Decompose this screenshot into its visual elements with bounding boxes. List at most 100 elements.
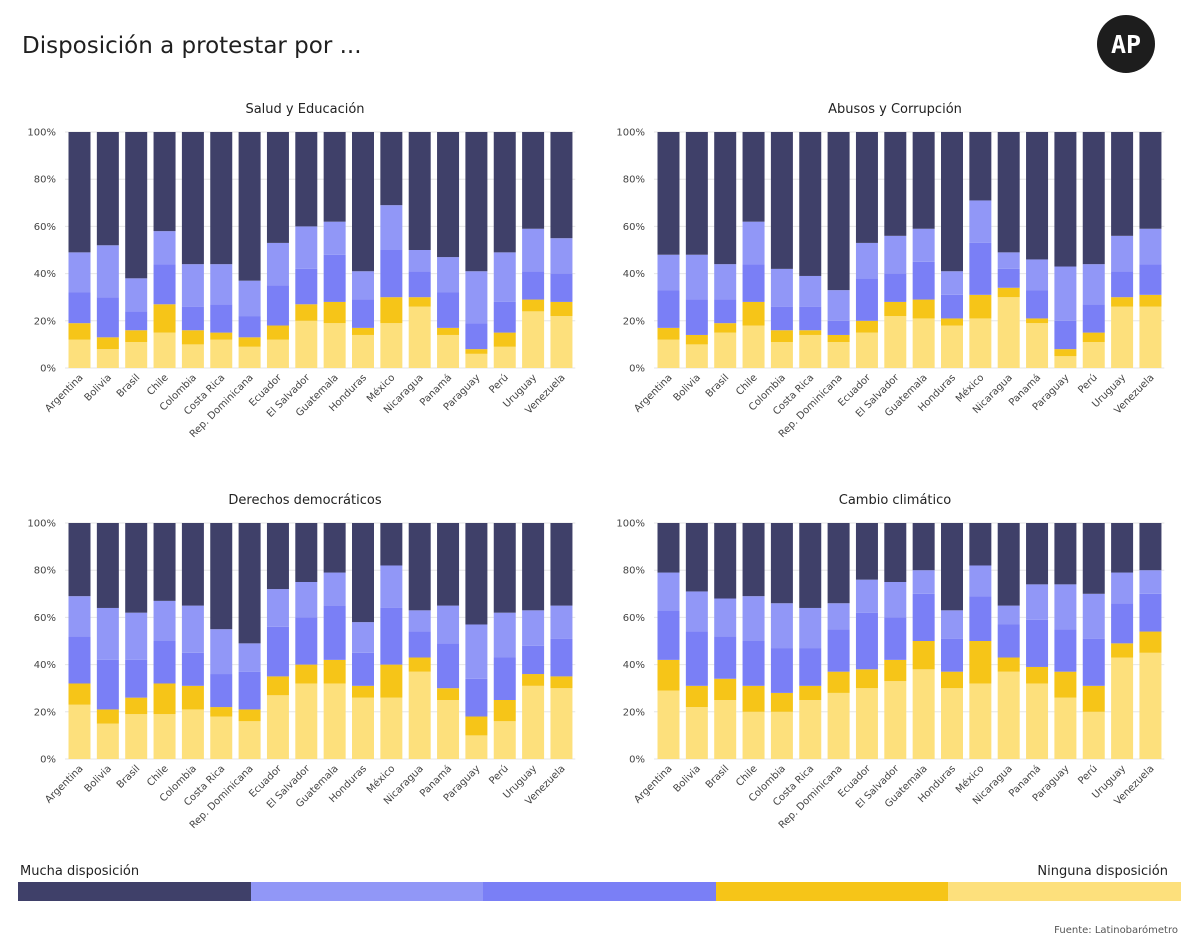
bar-segment-4 bbox=[1026, 259, 1049, 291]
x-tick-label: Chile bbox=[734, 763, 759, 788]
chart-title: Derechos democráticos bbox=[228, 493, 381, 508]
bar-segment-4 bbox=[714, 264, 737, 300]
x-tick-label: Perú bbox=[487, 763, 511, 787]
y-tick-label: 20% bbox=[623, 316, 645, 327]
bar-segment-2 bbox=[1054, 349, 1077, 357]
bar-segment-5 bbox=[465, 132, 488, 272]
bar-segment-5 bbox=[884, 523, 907, 582]
bar-segment-3 bbox=[685, 299, 708, 335]
bar-segment-2 bbox=[238, 337, 261, 347]
bar-segment-4 bbox=[1082, 264, 1105, 305]
bar-segment-4 bbox=[685, 254, 708, 300]
bar-segment-2 bbox=[210, 707, 233, 717]
bar-segment-1 bbox=[323, 323, 346, 368]
bar-segment-4 bbox=[770, 603, 793, 649]
bar-segment-1 bbox=[550, 688, 573, 759]
bar-segment-5 bbox=[493, 523, 516, 613]
bar-segment-2 bbox=[799, 330, 822, 335]
bar-segment-2 bbox=[657, 327, 680, 340]
bar-segment-4 bbox=[827, 603, 850, 630]
bar-segment-2 bbox=[352, 685, 374, 698]
bar-segment-4 bbox=[1111, 235, 1134, 272]
bar-segment-5 bbox=[1111, 132, 1134, 236]
bar-segment-1 bbox=[742, 325, 765, 368]
bar-segment-1 bbox=[352, 697, 374, 759]
bar-segment-4 bbox=[1111, 572, 1134, 604]
bar-segment-5 bbox=[266, 132, 289, 243]
y-tick-label: 100% bbox=[27, 128, 56, 139]
chart-title: Abusos y Corrupción bbox=[828, 102, 962, 117]
bar-segment-5 bbox=[969, 523, 992, 566]
bar-segment-3 bbox=[997, 624, 1020, 658]
bar-segment-4 bbox=[1054, 266, 1077, 321]
bar-segment-2 bbox=[181, 330, 204, 345]
y-tick-label: 20% bbox=[34, 316, 56, 327]
y-tick-label: 0% bbox=[629, 364, 645, 375]
bar-segment-3 bbox=[181, 306, 204, 331]
bar-segment-1 bbox=[855, 688, 878, 759]
page-title: Disposición a protestar por ... bbox=[22, 33, 362, 59]
bar-segment-3 bbox=[827, 320, 850, 335]
bar-segment-5 bbox=[912, 132, 935, 229]
bar-segment-5 bbox=[969, 132, 992, 201]
bar-segment-5 bbox=[323, 132, 346, 222]
bar-segment-5 bbox=[295, 132, 318, 227]
bar-segment-5 bbox=[181, 523, 204, 606]
bar-segment-2 bbox=[1139, 631, 1162, 653]
y-tick-label: 0% bbox=[629, 755, 645, 766]
bar-segment-1 bbox=[266, 695, 289, 759]
bar-segment-4 bbox=[96, 245, 119, 298]
bar-segment-5 bbox=[125, 132, 148, 279]
legend-swatch-4 bbox=[715, 882, 949, 901]
bar-segment-4 bbox=[380, 205, 403, 250]
bar-segment-3 bbox=[941, 638, 963, 672]
bar-segment-4 bbox=[295, 226, 318, 269]
y-tick-label: 60% bbox=[623, 613, 645, 624]
bar-segment-4 bbox=[855, 242, 878, 279]
bar-segment-1 bbox=[742, 711, 765, 759]
bar-segment-2 bbox=[1082, 332, 1105, 343]
bar-segment-4 bbox=[657, 572, 680, 611]
bar-segment-1 bbox=[657, 339, 680, 368]
bar-segment-5 bbox=[742, 132, 765, 222]
bar-segment-1 bbox=[550, 316, 573, 368]
bar-segment-4 bbox=[352, 271, 374, 300]
bar-segment-5 bbox=[181, 132, 204, 265]
bar-segment-4 bbox=[714, 598, 737, 637]
bar-segment-3 bbox=[742, 264, 765, 302]
bar-segment-1 bbox=[493, 721, 516, 759]
bar-segment-2 bbox=[522, 299, 545, 312]
x-tick-label: Brasil bbox=[115, 763, 142, 790]
bar-segment-4 bbox=[493, 252, 516, 302]
x-tick-label: Brasil bbox=[704, 763, 731, 790]
bar-segment-3 bbox=[912, 261, 935, 300]
bar-segment-5 bbox=[550, 132, 573, 239]
bar-segment-3 bbox=[408, 631, 431, 658]
bar-segment-1 bbox=[912, 669, 935, 759]
bar-segment-2 bbox=[884, 659, 907, 682]
bar-segment-2 bbox=[827, 334, 850, 343]
bar-segment-3 bbox=[295, 268, 318, 305]
bar-segment-3 bbox=[493, 657, 516, 700]
x-tick-label: Chile bbox=[145, 763, 170, 788]
bar-segment-5 bbox=[380, 523, 403, 566]
bar-segment-3 bbox=[380, 607, 403, 665]
bar-segment-3 bbox=[153, 264, 176, 305]
bar-segment-5 bbox=[714, 132, 737, 265]
bar-segment-1 bbox=[408, 306, 431, 368]
bar-segment-2 bbox=[770, 692, 793, 712]
bar-segment-3 bbox=[657, 290, 680, 328]
bar-segment-1 bbox=[827, 692, 850, 759]
bar-segment-4 bbox=[742, 221, 765, 265]
chart-panel-4: Cambio climático 0% 20% 40% 60% 80% 100% Argent… bbox=[616, 493, 1165, 831]
bar-segment-1 bbox=[1111, 306, 1134, 368]
bar-segment-2 bbox=[1082, 685, 1105, 712]
bar-segment-2 bbox=[969, 641, 992, 684]
bar-segment-4 bbox=[912, 570, 935, 594]
legend-swatch-5 bbox=[948, 882, 1181, 901]
bar-segment-2 bbox=[266, 676, 289, 696]
bar-segment-5 bbox=[352, 132, 374, 272]
bar-segment-4 bbox=[68, 252, 91, 293]
x-tick-label: Bolivia bbox=[83, 763, 114, 794]
bar-segment-5 bbox=[408, 523, 431, 611]
